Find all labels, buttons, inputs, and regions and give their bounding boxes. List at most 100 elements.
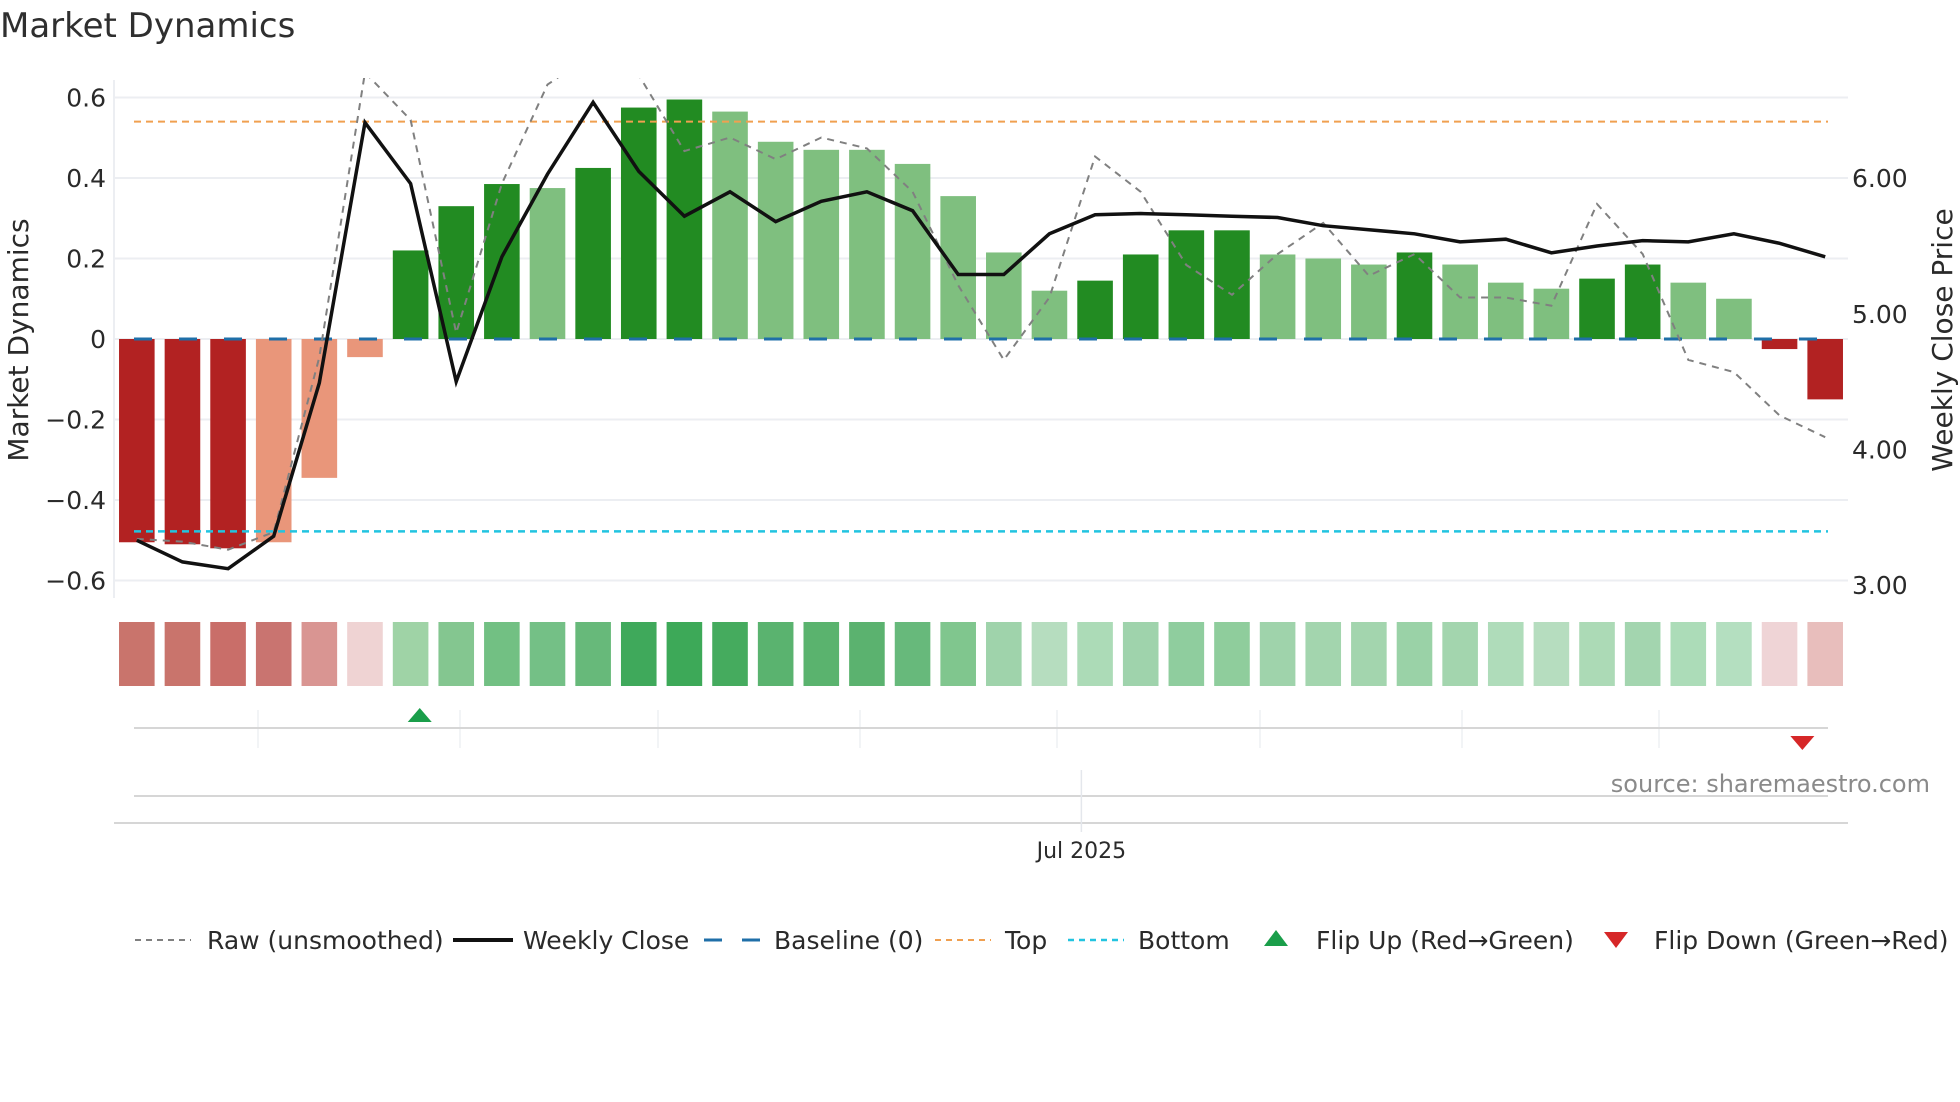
heat-cell: [301, 622, 338, 686]
heat-cell: [575, 622, 611, 686]
heat-cell: [1259, 622, 1296, 686]
bar: [119, 339, 155, 543]
bar: [1259, 254, 1296, 339]
bar: [1077, 280, 1113, 339]
legend-label: Raw (unsmoothed): [207, 926, 444, 955]
heat-cell: [1579, 622, 1615, 686]
y-tick-label: −0.4: [45, 486, 106, 515]
bar-series: [119, 99, 1843, 549]
heat-cell: [712, 622, 748, 686]
raw-unsmoothed-line: [136, 78, 1826, 551]
legend-item-baseline: Baseline (0): [704, 926, 923, 955]
y2-tick-label: 5.00: [1852, 300, 1908, 329]
bar: [620, 107, 657, 339]
bar: [347, 339, 383, 358]
heat-cell: [529, 622, 566, 686]
heat-cell: [1214, 622, 1250, 686]
reference-lines: [134, 120, 1828, 533]
bar: [849, 149, 885, 339]
y-tick-label: −0.6: [45, 567, 106, 596]
legend-item-weekly: Weekly Close: [453, 926, 689, 955]
heat-cell: [1122, 622, 1159, 686]
bar: [803, 149, 840, 339]
heat-cell: [894, 622, 931, 686]
bar: [894, 163, 931, 339]
y-tick-label: 0.2: [66, 245, 106, 274]
bar: [1807, 339, 1843, 400]
y-tick-label: 0.6: [66, 84, 106, 113]
bar: [1487, 282, 1524, 339]
flip-up-marker-icon: [407, 708, 432, 722]
bar: [575, 167, 611, 339]
heat-cell: [940, 622, 976, 686]
heat-cell: [803, 622, 840, 686]
heat-cell: [986, 622, 1022, 686]
heat-cell: [620, 622, 657, 686]
bar: [438, 206, 475, 339]
right-y-axis-label: Weekly Close Price: [1926, 208, 1959, 471]
heat-cell: [1624, 622, 1661, 686]
bar: [1214, 230, 1250, 339]
chart-title: Market Dynamics: [0, 6, 296, 46]
flip-down-marker-icon: [1790, 736, 1815, 750]
legend: Raw (unsmoothed) Weekly Close Baseline (0)…: [135, 926, 1949, 955]
bar: [1305, 258, 1342, 339]
heat-cell: [1487, 622, 1524, 686]
legend-label: Top: [1004, 926, 1047, 955]
bar: [712, 111, 748, 340]
legend-label: Flip Up (Red→Green): [1316, 926, 1574, 955]
legend-label: Bottom: [1138, 926, 1230, 955]
x-axis: Jul 2025: [114, 770, 1848, 864]
legend-label: Flip Down (Green→Red): [1654, 926, 1949, 955]
bar: [1396, 252, 1433, 339]
bar: [1716, 298, 1752, 339]
bar: [1442, 264, 1478, 339]
heat-cell: [1077, 622, 1113, 686]
bar: [666, 99, 703, 339]
right-y-axis: 6.00 5.00 4.00 3.00: [1852, 164, 1908, 600]
bar: [164, 339, 201, 545]
flip-down-legend-icon: [1604, 932, 1628, 948]
bar: [210, 339, 246, 549]
heat-cell: [255, 622, 292, 686]
legend-item-raw: Raw (unsmoothed): [135, 926, 444, 955]
bar: [940, 196, 976, 339]
bar: [1122, 254, 1159, 339]
heat-cell: [1396, 622, 1433, 686]
bar: [1670, 282, 1707, 339]
bar: [529, 188, 566, 339]
heat-cell: [1761, 622, 1798, 686]
bar: [301, 339, 338, 478]
y-tick-label: 0.4: [66, 164, 106, 193]
heat-strip: [119, 622, 1843, 686]
bar: [392, 250, 429, 339]
y-tick-label: −0.2: [45, 406, 106, 435]
heat-cell: [1351, 622, 1387, 686]
y-tick-label: 0: [90, 325, 106, 354]
bar: [986, 252, 1022, 339]
legend-label: Baseline (0): [774, 926, 923, 955]
heat-cell: [1031, 622, 1068, 686]
heat-cell: [210, 622, 246, 686]
heat-cell: [757, 622, 794, 686]
heat-cell: [484, 622, 520, 686]
y2-tick-label: 3.00: [1852, 571, 1908, 600]
weekly-close-line: [136, 99, 1826, 571]
left-y-axis: 0.6 0.4 0.2 0 −0.2 −0.4 −0.6: [45, 84, 106, 596]
x-tick-label: Jul 2025: [1035, 839, 1127, 864]
bar: [1533, 288, 1570, 339]
source-attribution: source: sharemaestro.com: [1611, 770, 1930, 798]
heat-cell: [392, 622, 429, 686]
heat-cell: [849, 622, 885, 686]
heat-cell: [1670, 622, 1707, 686]
legend-item-flip-down: Flip Down (Green→Red): [1604, 926, 1949, 955]
heat-cell: [1168, 622, 1205, 686]
legend-item-top: Top: [935, 926, 1047, 955]
heat-cell: [1807, 622, 1843, 686]
flip-marker-strip: [134, 708, 1828, 797]
legend-label: Weekly Close: [523, 926, 689, 955]
heat-cell: [119, 622, 155, 686]
bar: [1168, 230, 1205, 339]
heat-cell: [347, 622, 383, 686]
